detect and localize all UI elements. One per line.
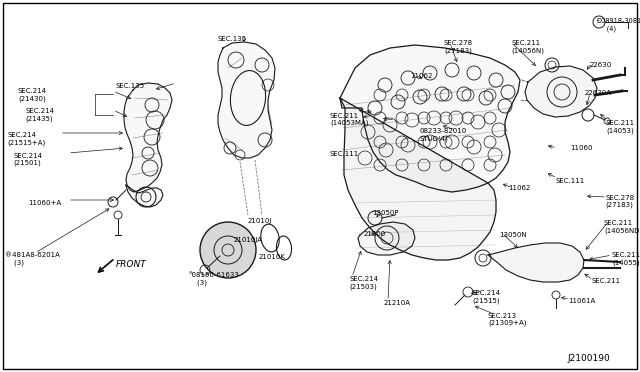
Text: 21010K: 21010K [259, 254, 286, 260]
Text: 11061A: 11061A [568, 298, 595, 304]
Text: 22630: 22630 [590, 62, 612, 68]
Text: Ð08918-3081A
     (4): Ð08918-3081A (4) [596, 18, 640, 32]
Text: SEC.135: SEC.135 [218, 36, 247, 42]
Text: 22630A: 22630A [585, 90, 612, 96]
Text: 13050P: 13050P [372, 210, 399, 216]
Text: 21010JA: 21010JA [234, 237, 263, 243]
Text: SEC.111: SEC.111 [556, 178, 585, 184]
Text: °08156-61633
    (3): °08156-61633 (3) [188, 272, 239, 285]
Text: SEC.135: SEC.135 [115, 83, 144, 89]
Text: FRONT: FRONT [116, 260, 147, 269]
Text: 11060+A: 11060+A [28, 200, 61, 206]
Text: J2100190: J2100190 [567, 354, 610, 363]
Polygon shape [218, 42, 275, 158]
Text: SEC.214
(21501): SEC.214 (21501) [13, 153, 42, 167]
Text: 21200: 21200 [364, 231, 387, 237]
Text: ®481A8-6201A
    (3): ®481A8-6201A (3) [5, 252, 60, 266]
Text: SEC.278
(27183): SEC.278 (27183) [444, 40, 473, 54]
Text: SEC.211
(14055): SEC.211 (14055) [612, 252, 640, 266]
Text: 21010J: 21010J [248, 218, 273, 224]
Text: 13050N: 13050N [499, 232, 527, 238]
Polygon shape [340, 98, 496, 260]
Text: SEC.214
(21435): SEC.214 (21435) [25, 108, 54, 122]
Polygon shape [488, 243, 584, 282]
Text: SEC.211
(14056N): SEC.211 (14056N) [511, 40, 544, 54]
Circle shape [200, 222, 256, 278]
Text: SEC.211
(14053MA): SEC.211 (14053MA) [330, 113, 369, 126]
Polygon shape [340, 45, 520, 192]
Text: SEC.214
(21515+A): SEC.214 (21515+A) [7, 132, 45, 145]
Text: 11060: 11060 [570, 145, 593, 151]
Text: SEC.214
(21430): SEC.214 (21430) [18, 88, 47, 102]
Polygon shape [126, 185, 163, 207]
Polygon shape [124, 83, 172, 192]
Text: SEC.214
(21515): SEC.214 (21515) [472, 290, 501, 304]
Text: SEC.211: SEC.211 [592, 278, 621, 284]
Text: SEC.213
(21309+A): SEC.213 (21309+A) [488, 313, 527, 327]
Polygon shape [525, 66, 597, 117]
Text: SEC.211
(14053): SEC.211 (14053) [606, 120, 635, 134]
Text: 08233-82010
STUD(4): 08233-82010 STUD(4) [420, 128, 467, 141]
Text: 21210A: 21210A [384, 300, 411, 306]
Text: 11062: 11062 [508, 185, 531, 191]
Text: SEC.214
(21503): SEC.214 (21503) [349, 276, 378, 289]
Text: SEC.278
(27183): SEC.278 (27183) [605, 195, 634, 208]
Text: 11062: 11062 [410, 73, 433, 79]
Text: SEC.111: SEC.111 [330, 151, 359, 157]
Text: SEC.211
(14056ND): SEC.211 (14056ND) [604, 220, 640, 234]
Polygon shape [358, 222, 415, 255]
